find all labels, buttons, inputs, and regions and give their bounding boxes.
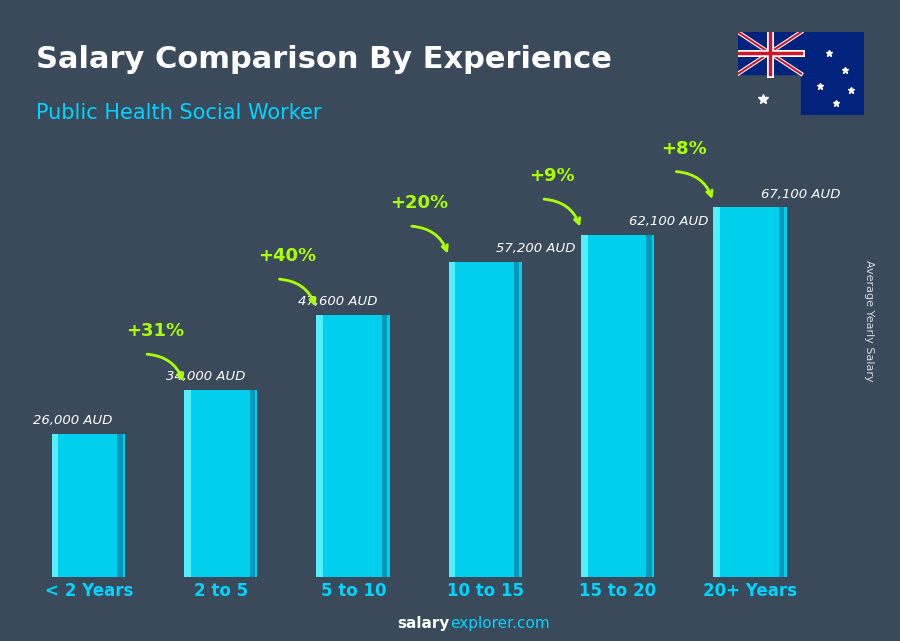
Bar xyxy=(51,434,59,578)
Bar xyxy=(581,235,654,578)
Text: +8%: +8% xyxy=(662,140,707,158)
Text: 67,100 AUD: 67,100 AUD xyxy=(760,188,841,201)
Text: 34,000 AUD: 34,000 AUD xyxy=(166,370,245,383)
Text: +20%: +20% xyxy=(391,194,448,212)
Bar xyxy=(184,390,257,578)
Text: +31%: +31% xyxy=(126,322,184,340)
Text: +40%: +40% xyxy=(258,247,316,265)
Text: 26,000 AUD: 26,000 AUD xyxy=(33,415,112,428)
Text: salary: salary xyxy=(398,617,450,631)
Text: +9%: +9% xyxy=(529,167,575,185)
Text: Salary Comparison By Experience: Salary Comparison By Experience xyxy=(36,45,612,74)
Bar xyxy=(801,32,864,115)
Bar xyxy=(514,262,519,578)
Bar xyxy=(714,207,787,578)
Bar xyxy=(117,434,122,578)
Text: explorer.com: explorer.com xyxy=(450,617,550,631)
Text: 47,600 AUD: 47,600 AUD xyxy=(298,296,377,308)
Bar xyxy=(52,434,125,578)
Text: Public Health Social Worker: Public Health Social Worker xyxy=(36,103,321,122)
Bar xyxy=(317,315,390,578)
Bar xyxy=(449,262,522,578)
Bar xyxy=(646,235,652,578)
Text: 57,200 AUD: 57,200 AUD xyxy=(496,242,576,255)
Bar xyxy=(317,315,323,578)
Bar xyxy=(778,207,784,578)
Bar xyxy=(449,262,455,578)
Bar xyxy=(738,32,801,74)
Bar xyxy=(382,315,387,578)
Text: 62,100 AUD: 62,100 AUD xyxy=(628,215,708,228)
Bar xyxy=(581,235,588,578)
Bar xyxy=(184,390,191,578)
Bar xyxy=(714,207,720,578)
Text: Average Yearly Salary: Average Yearly Salary xyxy=(863,260,874,381)
Bar xyxy=(249,390,255,578)
